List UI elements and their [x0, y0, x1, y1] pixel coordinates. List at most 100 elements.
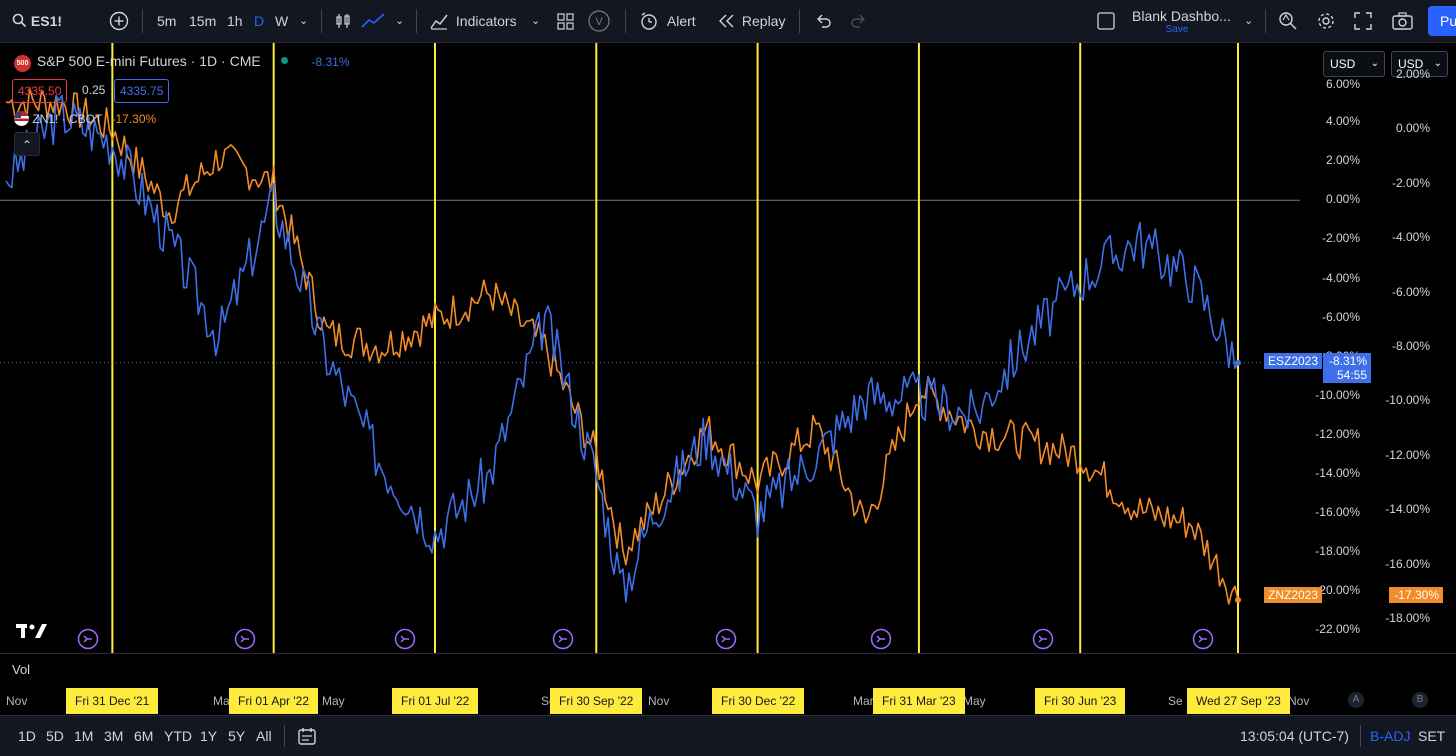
- left-currency-value: USD: [1330, 57, 1356, 71]
- goto-date-button[interactable]: [297, 716, 317, 756]
- indicators-label: Indicators: [455, 13, 517, 29]
- left-axis-tick-label: -10.00%: [1315, 387, 1360, 402]
- series-endpoint-znz2023: [1235, 596, 1241, 603]
- indicators-icon: [430, 0, 448, 42]
- replay-label: Replay: [741, 13, 786, 29]
- toolbar-divider: [284, 725, 285, 747]
- live-status-dot-icon: [280, 57, 288, 64]
- quick-search-button[interactable]: [1278, 0, 1298, 42]
- time-axis-tick-label: Nov: [648, 694, 670, 708]
- layout-save-label: Save: [1165, 24, 1189, 35]
- ask-price-box[interactable]: 4335.75: [114, 79, 170, 103]
- range-all[interactable]: All: [256, 728, 272, 744]
- replay-arrow-icon[interactable]: [77, 628, 99, 650]
- time-axis-tick-label: May: [322, 694, 345, 708]
- session-toggle[interactable]: SET: [1418, 728, 1446, 744]
- layout-name: Blank Dashbo...: [1132, 8, 1231, 24]
- interval-5m[interactable]: 5m: [157, 13, 177, 29]
- range-5y[interactable]: 5Y: [228, 728, 246, 744]
- left-axis-tick-label: 2.00%: [1325, 153, 1360, 168]
- toolbar-divider: [1360, 725, 1361, 747]
- layout-dropdown[interactable]: ⌄: [1244, 0, 1253, 42]
- right-currency-select[interactable]: USD ⌄: [1391, 51, 1448, 77]
- symbol-search-button[interactable]: ES1!: [12, 0, 62, 42]
- redo-icon: [850, 0, 868, 42]
- pane-divider[interactable]: [0, 653, 1456, 654]
- time-axis[interactable]: NovMarMaySepNovMarMaySeNovFri 31 Dec '21…: [0, 688, 1456, 715]
- redo-button[interactable]: [850, 0, 868, 42]
- right-axis-tick-label: -18.00%: [1385, 611, 1430, 625]
- chart-pane[interactable]: 500 S&P 500 E-mini Futures · 1D · CME -8…: [0, 43, 1456, 655]
- layout-checkbox[interactable]: [1097, 0, 1115, 42]
- templates-button[interactable]: [557, 0, 574, 42]
- range-3m[interactable]: 3M: [104, 728, 124, 744]
- replay-arrow-icon[interactable]: [552, 628, 574, 650]
- candles-chart-type-button[interactable]: [334, 0, 352, 42]
- collapse-legend-button[interactable]: ⌃: [14, 132, 40, 156]
- es-symbol-tag: ESZ2023: [1264, 353, 1323, 369]
- v-badge-button[interactable]: V: [588, 0, 610, 42]
- time-axis-tick-label: Mar: [853, 694, 874, 708]
- range-6m[interactable]: 6M: [134, 728, 154, 744]
- series-line-esz2023: [5, 94, 1239, 603]
- replay-arrow-icon[interactable]: [1032, 628, 1054, 650]
- square-icon: [1097, 0, 1115, 42]
- magnifier-plus-icon: [1278, 0, 1298, 42]
- gear-icon: [1316, 0, 1336, 42]
- bid-price-box[interactable]: 4335.50: [12, 79, 68, 103]
- chart-type-dropdown[interactable]: ⌄: [395, 0, 404, 42]
- indicators-dropdown[interactable]: ⌄: [531, 0, 540, 42]
- replay-arrow-icon[interactable]: [394, 628, 416, 650]
- indicators-button[interactable]: Indicators: [430, 0, 517, 42]
- camera-icon: [1392, 0, 1413, 42]
- publish-button[interactable]: Pu: [1428, 6, 1456, 36]
- interval-d[interactable]: D: [254, 13, 265, 29]
- compare-series-change: -17.30%: [111, 112, 157, 126]
- compare-series-legend: ZN1! · CBOT -17.30%: [14, 111, 156, 126]
- left-axis-tick-label: -22.00%: [1315, 622, 1360, 637]
- interval-dropdown[interactable]: ⌄: [299, 0, 308, 42]
- chevron-down-icon: ⌄: [299, 15, 309, 27]
- undo-icon: [814, 0, 832, 42]
- time-axis-marker-label: Fri 30 Sep '22: [550, 688, 643, 714]
- settings-button[interactable]: [1316, 0, 1336, 42]
- top-toolbar: ES1! 5m 15m 1h D W ⌄ ⌄ Indicators ⌄: [0, 0, 1456, 43]
- layout-name-button[interactable]: Blank Dashbo... Save: [1132, 8, 1242, 36]
- auto-scale-button[interactable]: A: [1348, 692, 1364, 708]
- alert-button[interactable]: Alert: [639, 0, 696, 42]
- es-price-value: -8.31%: [1328, 354, 1367, 368]
- timezone-clock[interactable]: 13:05:04 (UTC-7): [1240, 728, 1349, 744]
- snapshot-button[interactable]: [1392, 0, 1413, 42]
- interval-15m[interactable]: 15m: [189, 13, 217, 29]
- left-currency-select[interactable]: USD ⌄: [1323, 51, 1385, 77]
- left-axis-tick-label: 0.00%: [1325, 192, 1360, 207]
- back-adjust-toggle[interactable]: B-ADJ: [1370, 728, 1411, 744]
- replay-arrow-icon[interactable]: [715, 628, 737, 650]
- replay-arrow-icon[interactable]: [870, 628, 892, 650]
- log-scale-button[interactable]: B: [1412, 692, 1428, 708]
- interval-w[interactable]: W: [275, 13, 289, 29]
- range-ytd[interactable]: YTD: [164, 728, 192, 744]
- right-axis-tick-label: -2.00%: [1391, 175, 1430, 190]
- v-circle-icon: V: [588, 0, 610, 42]
- replay-button[interactable]: Replay: [718, 0, 785, 42]
- range-1m[interactable]: 1M: [74, 728, 94, 744]
- right-axis-tick-label: -10.00%: [1385, 393, 1430, 408]
- replay-arrow-icon[interactable]: [234, 628, 256, 650]
- line-chart-type-button[interactable]: [361, 0, 385, 42]
- fullscreen-button[interactable]: [1354, 0, 1372, 42]
- right-axis-tick-label: -4.00%: [1391, 230, 1430, 245]
- toolbar-divider: [625, 9, 626, 33]
- compare-add-button[interactable]: [109, 0, 129, 42]
- range-1d[interactable]: 1D: [18, 728, 36, 744]
- replay-arrow-icon[interactable]: [1192, 628, 1214, 650]
- right-axis-tick-label: -8.00%: [1391, 339, 1430, 353]
- svg-text:V: V: [595, 16, 603, 28]
- undo-button[interactable]: [814, 0, 832, 42]
- compare-series-title: ZN1! · CBOT: [32, 112, 103, 126]
- interval-1h[interactable]: 1h: [227, 13, 243, 29]
- tradingview-logo-icon[interactable]: [16, 623, 48, 644]
- bottom-toolbar: 1D 5D 1M 3M 6M YTD 1Y 5Y All 13:05:04 (U…: [0, 715, 1456, 756]
- range-5d[interactable]: 5D: [46, 728, 64, 744]
- range-1y[interactable]: 1Y: [200, 728, 218, 744]
